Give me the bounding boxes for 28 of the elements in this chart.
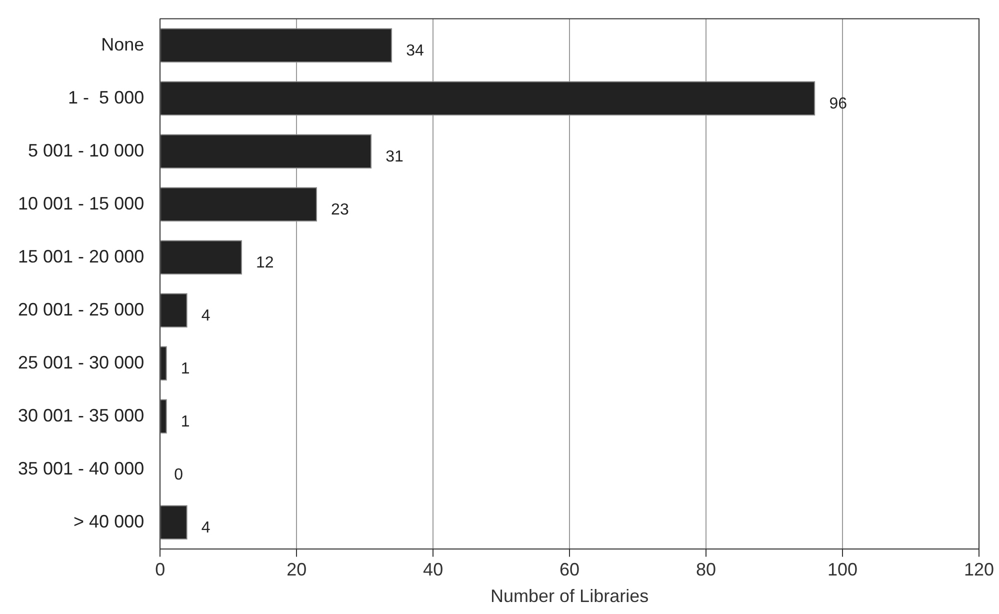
x-tick-label: 0 bbox=[155, 560, 166, 580]
x-tick-label: 100 bbox=[827, 560, 858, 580]
x-tick-label: 80 bbox=[696, 560, 716, 580]
x-tick-label: 120 bbox=[964, 560, 994, 580]
data-label: 34 bbox=[406, 42, 424, 60]
data-label: 4 bbox=[201, 520, 210, 537]
x-tick-label: 60 bbox=[560, 560, 580, 580]
data-label: 0 bbox=[174, 466, 184, 484]
y-tick-label: > 40 000 bbox=[74, 511, 144, 532]
x-tick-label: 20 bbox=[286, 560, 307, 580]
y-tick-label: 5 001 - 10 000 bbox=[28, 140, 144, 160]
data-label: 31 bbox=[386, 148, 404, 166]
data-label: 1 bbox=[180, 360, 190, 378]
data-label: 1 bbox=[180, 414, 190, 431]
y-tick-label: 30 001 - 35 000 bbox=[18, 405, 144, 426]
y-tick-label: 1 - 5 000 bbox=[68, 87, 144, 108]
data-label: 4 bbox=[201, 308, 210, 325]
y-tick-label: 20 001 - 25 000 bbox=[18, 299, 144, 320]
y-tick-label: 10 001 - 15 000 bbox=[18, 193, 144, 214]
data-label: 12 bbox=[256, 254, 274, 272]
y-tick-label: 15 001 - 20 000 bbox=[18, 246, 144, 266]
data-label: 96 bbox=[829, 96, 848, 113]
data-label: 23 bbox=[331, 202, 349, 219]
y-tick-label: 25 001 - 30 000 bbox=[18, 352, 144, 372]
y-tick-label: None bbox=[101, 34, 144, 54]
y-tick-label: 35 001 - 40 000 bbox=[18, 458, 144, 478]
x-tick-label: 40 bbox=[423, 560, 444, 580]
x-axis-title: Number of Libraries bbox=[490, 586, 649, 606]
